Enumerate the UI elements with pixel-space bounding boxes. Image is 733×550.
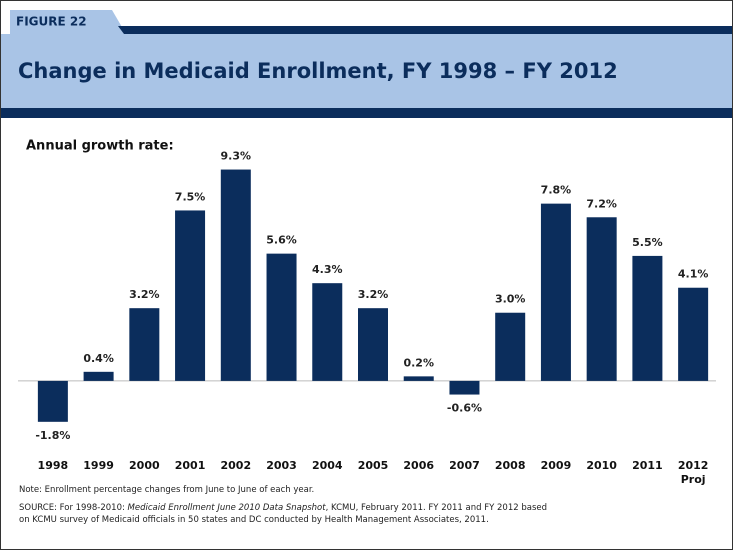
bar [632, 255, 663, 381]
subtitle: Annual growth rate: [26, 139, 174, 154]
value-label: 7.2% [586, 197, 617, 210]
figure-label: FIGURE 22 [16, 15, 87, 29]
value-label: 3.0% [495, 293, 526, 306]
x-tick-label: 1999 [83, 459, 114, 472]
x-tick-label: 2010 [586, 459, 617, 472]
value-label: 0.4% [83, 352, 114, 365]
top-stripe [118, 26, 732, 34]
value-label: 3.2% [358, 288, 389, 301]
source: SOURCE: For 1998-2010: Medicaid Enrollme… [19, 502, 559, 526]
x-tick-label: 2011 [632, 459, 663, 472]
x-tick-label: 2007 [449, 459, 480, 472]
note: Note: Enrollment percentage changes from… [19, 485, 315, 495]
x-tick-label: 2004 [312, 459, 343, 472]
chart-title: Change in Medicaid Enrollment, FY 1998 –… [18, 59, 618, 83]
value-label: 5.6% [266, 234, 297, 247]
bar [358, 308, 388, 381]
banner [1, 34, 732, 108]
x-tick-label: 2009 [541, 459, 572, 472]
bar [220, 169, 251, 381]
figure-tab [10, 10, 126, 34]
source-suffix: , KCMU, February 2011. FY 2011 and FY 20… [19, 503, 548, 525]
bar [175, 210, 206, 381]
x-tick-label: 2000 [129, 459, 160, 472]
x-tick-label: 2003 [266, 459, 297, 472]
bar [312, 283, 343, 381]
value-label: 4.3% [312, 263, 343, 276]
notes: Note: Enrollment percentage changes from… [19, 484, 559, 532]
value-label: 5.5% [632, 236, 663, 249]
x-tick-label: 1998 [38, 459, 69, 472]
x-tick-label: 2002 [220, 459, 251, 472]
x-tick-label: 2008 [495, 459, 526, 472]
value-label: -0.6% [447, 402, 482, 415]
bar [495, 312, 526, 381]
bar [678, 287, 709, 381]
bar [266, 253, 297, 381]
source-title: Medicaid Enrollment June 2010 Data Snaps… [127, 503, 326, 513]
x-tick-label: 2012 [678, 459, 709, 472]
bar [403, 376, 434, 381]
x-tick-label: 2001 [175, 459, 206, 472]
bottom-stripe [1, 108, 732, 118]
bar [129, 308, 160, 381]
bar [83, 371, 114, 381]
value-label: 7.8% [541, 184, 572, 197]
x-tick-label: 2006 [403, 459, 434, 472]
value-label: 0.2% [403, 356, 434, 369]
source-prefix: SOURCE: For 1998-2010: [19, 503, 128, 513]
value-label: 4.1% [678, 268, 709, 281]
bar [449, 380, 480, 395]
value-label: 7.5% [175, 190, 206, 203]
x-tick-label: 2005 [358, 459, 389, 472]
value-label: -1.8% [35, 429, 70, 442]
value-label: 3.2% [129, 288, 160, 301]
bar [586, 217, 617, 381]
bar [540, 203, 571, 381]
projection-label: Proj [681, 473, 706, 486]
bar [37, 380, 68, 422]
value-label: 9.3% [221, 150, 252, 163]
